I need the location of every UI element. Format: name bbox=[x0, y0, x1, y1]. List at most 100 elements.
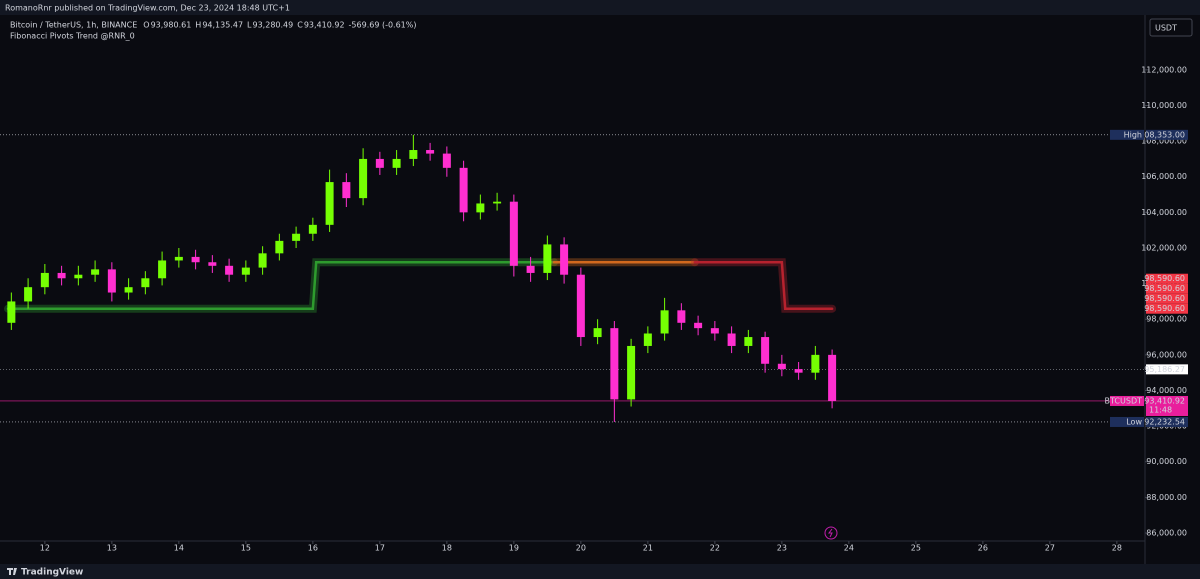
lightning-icon bbox=[824, 526, 838, 540]
trend-tag bbox=[1146, 303, 1188, 314]
countdown: 11:48 bbox=[1149, 405, 1172, 414]
candle-body bbox=[40, 272, 49, 288]
y-tick-label: 106,000.00 bbox=[1141, 172, 1187, 181]
y-tick-label: 104,000.00 bbox=[1141, 208, 1187, 217]
y-tick-label: 86,000.00 bbox=[1146, 528, 1187, 537]
ohlc-value: 93,280.49 bbox=[253, 21, 294, 30]
candle-body bbox=[241, 267, 250, 275]
x-tick-label: 17 bbox=[375, 544, 385, 553]
trend-value: 98,590.60 bbox=[1144, 294, 1185, 303]
trend-value: 98,590.60 bbox=[1144, 304, 1185, 313]
x-tick-label: 15 bbox=[241, 544, 251, 553]
y-tick-label: 110,000.00 bbox=[1141, 101, 1187, 110]
x-tick-label: 12 bbox=[40, 544, 50, 553]
x-tick-label: 26 bbox=[978, 544, 988, 553]
candle-body bbox=[7, 301, 16, 323]
candle-body bbox=[409, 150, 418, 159]
candle-body bbox=[643, 333, 652, 346]
level-value: 93,410.92 bbox=[1144, 396, 1185, 405]
y-tick-label: 108,000.00 bbox=[1141, 137, 1187, 146]
candle-body bbox=[476, 203, 485, 213]
trend-tag bbox=[1146, 273, 1188, 284]
level-tag bbox=[1146, 416, 1188, 427]
level-tag bbox=[1146, 129, 1188, 140]
ohlc-key: C bbox=[297, 21, 303, 30]
candle-body bbox=[660, 310, 669, 334]
y-tick-label: 90,000.00 bbox=[1146, 457, 1187, 466]
candle-body bbox=[442, 153, 451, 168]
candle-body bbox=[744, 337, 753, 346]
level-tag bbox=[1146, 395, 1188, 416]
x-tick-label: 20 bbox=[576, 544, 586, 553]
x-tick-label: 27 bbox=[1045, 544, 1055, 553]
trend-tag bbox=[1146, 293, 1188, 304]
x-tick-label: 22 bbox=[710, 544, 720, 553]
x-tick-label: 23 bbox=[777, 544, 787, 553]
candle-body bbox=[677, 310, 686, 323]
change: -569.69 (-0.61%) bbox=[349, 21, 417, 30]
symbol: Bitcoin / TetherUS, 1h, BINANCE bbox=[10, 21, 137, 30]
level-name: Low bbox=[1126, 417, 1142, 426]
candle-body bbox=[141, 278, 150, 288]
candle-body bbox=[308, 224, 317, 234]
y-tick-label: 112,000.00 bbox=[1141, 65, 1187, 74]
candle-body bbox=[225, 265, 234, 275]
candle-body bbox=[292, 233, 301, 241]
x-tick-label: 18 bbox=[442, 544, 452, 553]
currency: USDT bbox=[1155, 24, 1177, 33]
x-tick-label: 19 bbox=[509, 544, 519, 553]
candle-body bbox=[208, 262, 217, 266]
ohlc-key: O bbox=[143, 21, 149, 30]
trend-line bbox=[693, 260, 834, 310]
top-bar bbox=[0, 0, 1200, 15]
ohlc-value: 93,980.61 bbox=[151, 21, 192, 30]
candle-body bbox=[761, 337, 770, 364]
candle-body bbox=[543, 244, 552, 273]
candle-body bbox=[426, 150, 435, 154]
trend-line bbox=[6, 260, 556, 310]
publisher: RomanoRnr published on TradingView.com, … bbox=[5, 4, 290, 13]
level-value: 92,232.54 bbox=[1144, 417, 1185, 426]
level-name-tag bbox=[1110, 395, 1144, 406]
candle-body bbox=[694, 322, 703, 329]
level-tag bbox=[1146, 364, 1188, 375]
x-tick-label: 24 bbox=[844, 544, 854, 553]
candle-body bbox=[275, 240, 284, 254]
candle-body bbox=[560, 244, 569, 275]
y-tick-label: 88,000.00 bbox=[1146, 493, 1187, 502]
ohlc-value: 93,410.92 bbox=[304, 21, 345, 30]
candle-body bbox=[593, 328, 602, 338]
logo bbox=[7, 568, 17, 575]
y-tick-label: 94,000.00 bbox=[1146, 386, 1187, 395]
candle-body bbox=[24, 287, 33, 302]
level-name-tag bbox=[1110, 416, 1144, 427]
trend-tag bbox=[1146, 283, 1188, 294]
ohlc-key: H bbox=[195, 21, 201, 30]
ohlc-key: L bbox=[247, 21, 252, 30]
x-tick-label: 16 bbox=[308, 544, 318, 553]
currency-box[interactable] bbox=[1149, 18, 1193, 37]
candle-body bbox=[191, 256, 200, 263]
trend-value: 98,590.60 bbox=[1144, 284, 1185, 293]
candle-body bbox=[359, 158, 368, 199]
y-tick-label: 98,000.00 bbox=[1146, 315, 1187, 324]
candle-body bbox=[158, 260, 167, 279]
candle-body bbox=[710, 328, 719, 334]
candle-body bbox=[794, 369, 803, 373]
level-value: 108,353.00 bbox=[1139, 130, 1185, 139]
candle-body bbox=[777, 363, 786, 370]
candle-body bbox=[610, 328, 619, 400]
candle-body bbox=[74, 274, 83, 279]
candle-body bbox=[526, 265, 535, 273]
brand: TradingView bbox=[21, 568, 83, 578]
candle-body bbox=[459, 167, 468, 213]
candle-body bbox=[124, 287, 133, 293]
candle-body bbox=[91, 269, 100, 275]
candle-body bbox=[627, 345, 636, 400]
x-tick-label: 25 bbox=[911, 544, 921, 553]
candle-body bbox=[107, 269, 116, 293]
level-name: High bbox=[1124, 130, 1142, 139]
